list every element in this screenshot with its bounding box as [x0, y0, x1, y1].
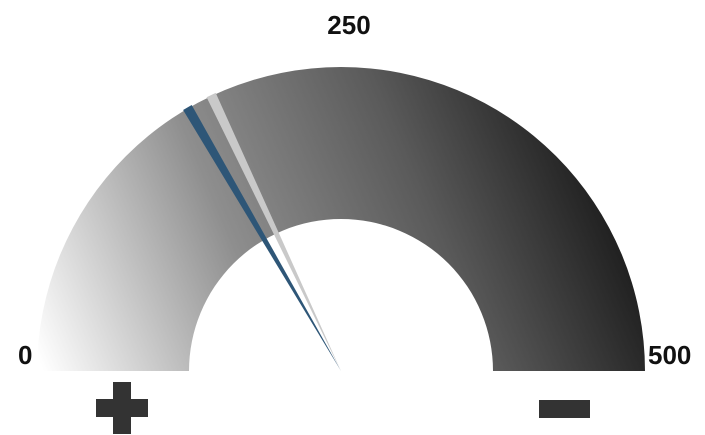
tick-label-max: 500 [648, 340, 691, 370]
plus-icon [96, 382, 148, 434]
needles [183, 92, 341, 372]
minus-icon [539, 400, 590, 418]
gauge-needle-1 [183, 105, 341, 371]
tick-label-mid: 250 [327, 10, 370, 40]
gauge-arc [37, 67, 645, 371]
gauge-needle-2 [206, 92, 341, 372]
tick-label-min: 0 [18, 340, 32, 370]
